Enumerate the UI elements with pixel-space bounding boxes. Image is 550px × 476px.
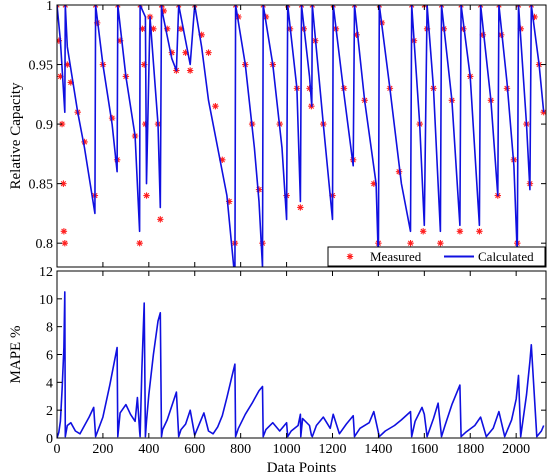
mape-xtick-label: 1000 (273, 442, 301, 457)
measured-point (225, 198, 233, 205)
measured-point (235, 13, 242, 21)
mape-ytick-label: 4 (46, 376, 53, 391)
capacity-ytick-label: 0.9 (36, 118, 54, 133)
mape-xtick-label: 1400 (364, 442, 392, 457)
measured-point (60, 180, 67, 187)
mape-xtick-label: 600 (184, 442, 205, 457)
legend-measured-marker (346, 253, 354, 260)
measured-point (353, 31, 360, 38)
mape-ytick-label: 12 (39, 265, 53, 280)
measured-point (456, 228, 464, 235)
capacity-ylabel: Relative Capacity (8, 82, 24, 190)
measured-point (437, 239, 444, 247)
measured-point (479, 31, 487, 38)
mape-ytick-label: 0 (46, 432, 53, 447)
capacity-axes-frame (56, 4, 547, 268)
measured-point (61, 239, 69, 247)
capacity-plot-area (57, 5, 546, 267)
measured-point (419, 228, 427, 235)
measured-point (186, 67, 194, 74)
capacity-ytick-label: 0.8 (36, 237, 54, 252)
measured-point (255, 186, 263, 193)
mape-xtick-label: 1600 (410, 442, 438, 457)
measured-point (81, 138, 88, 146)
measured-point (136, 239, 143, 247)
measured-point (297, 204, 304, 211)
mape-plot-area (57, 291, 545, 438)
mape-xtick-label: 1200 (318, 442, 346, 457)
measured-point (163, 25, 171, 33)
measured-point (157, 216, 164, 223)
measured-point (198, 31, 205, 38)
capacity-ytick-label: 1 (46, 0, 53, 14)
calculated-line (57, 5, 545, 267)
mape-xtick-label: 0 (54, 442, 61, 457)
mape-ytick-label: 10 (39, 293, 53, 308)
measured-point (108, 114, 116, 122)
mape-xtick-label: 200 (92, 442, 113, 457)
mape-xtick-label: 1800 (456, 442, 484, 457)
measured-point (141, 61, 148, 68)
measured-point (116, 37, 124, 44)
mape-xtick-label: 2000 (502, 442, 530, 457)
mape-ylabel: MAPE % (8, 326, 24, 384)
mape-ytick-label: 6 (46, 349, 53, 364)
measured-point (395, 168, 403, 175)
mape-ytick-label: 2 (46, 404, 53, 419)
mape-ytick-label: 8 (46, 321, 53, 336)
measured-point (212, 103, 219, 110)
measured-point (150, 25, 157, 33)
mape-line (57, 291, 545, 438)
mape-xtick-label: 400 (138, 442, 159, 457)
measured-point (58, 120, 66, 128)
measured-point (60, 228, 68, 235)
measured-point (57, 73, 64, 80)
measured-point (407, 239, 414, 247)
measured-point (67, 79, 74, 86)
measured-point (57, 37, 63, 44)
measured-point (219, 156, 226, 164)
mape-xlabel: Data Points (267, 460, 337, 476)
capacity-ytick-label: 0.85 (29, 178, 54, 193)
capacity-ytick-label: 0.95 (29, 59, 54, 74)
legend-calculated-label: Calculated (478, 249, 534, 264)
measured-point (143, 192, 150, 199)
measured-point (168, 49, 175, 56)
mape-xtick-label: 800 (230, 442, 251, 457)
legend-measured-label: Measured (370, 249, 422, 264)
measured-point (306, 85, 313, 92)
measured-point (182, 49, 189, 56)
measured-point (370, 180, 378, 187)
measured-point (531, 13, 538, 21)
measured-point (139, 25, 146, 33)
measured-point (64, 61, 71, 68)
measured-point (177, 25, 185, 33)
measured-point (205, 49, 212, 56)
measured-point (160, 7, 167, 15)
legend-box (327, 246, 546, 267)
measured-point (476, 228, 483, 235)
